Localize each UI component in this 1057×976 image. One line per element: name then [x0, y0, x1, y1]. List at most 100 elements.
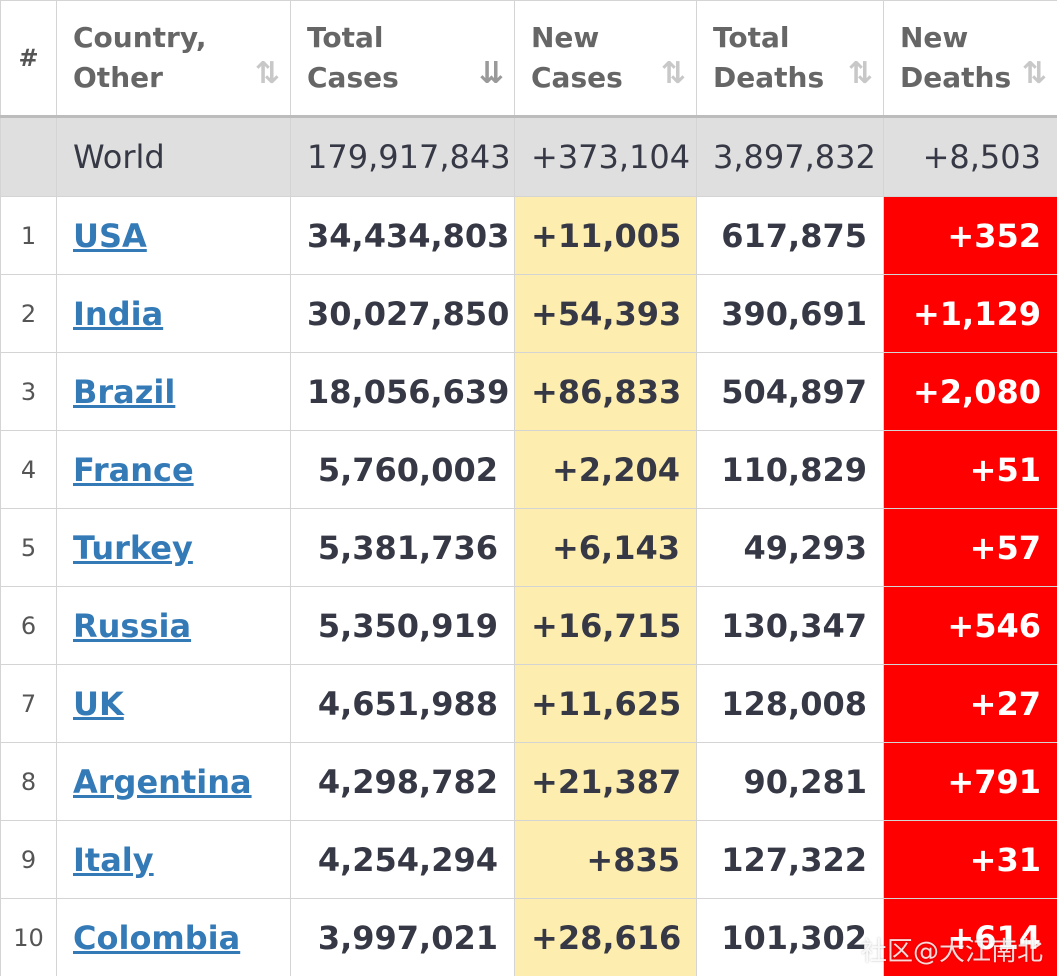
country-cell: India	[56, 274, 291, 353]
rank-cell: 1	[0, 196, 57, 275]
header-rank[interactable]: #	[0, 0, 57, 118]
new-deaths-cell: +1,129	[883, 274, 1057, 353]
total-cases-cell: 4,254,294	[290, 820, 515, 899]
world-total-deaths-cell: 3,897,832	[696, 115, 884, 197]
country-link[interactable]: Turkey	[73, 528, 193, 567]
table-row: 10 Colombia 3,997,021 +28,616 101,302 +614	[0, 898, 1057, 976]
world-name-cell: World	[56, 115, 291, 197]
rank-cell: 7	[0, 664, 57, 743]
country-link[interactable]: Colombia	[73, 918, 241, 957]
total-cases-cell: 3,997,021	[290, 898, 515, 976]
new-cases-cell: +2,204	[514, 430, 697, 509]
world-rank-cell	[0, 115, 57, 197]
table-row: 7 UK 4,651,988 +11,625 128,008 +27	[0, 664, 1057, 743]
rank-cell: 10	[0, 898, 57, 976]
total-deaths-cell: 110,829	[696, 430, 884, 509]
total-cases-cell: 18,056,639	[290, 352, 515, 431]
total-cases-cell: 5,350,919	[290, 586, 515, 665]
country-link[interactable]: Argentina	[73, 762, 252, 801]
header-total-cases[interactable]: Total Cases ⇊	[290, 0, 515, 118]
rank-cell: 8	[0, 742, 57, 821]
total-cases-cell: 34,434,803	[290, 196, 515, 275]
table-row: 1 USA 34,434,803 +11,005 617,875 +352	[0, 196, 1057, 275]
table-header: # Country, Other ⇅ Total Cases ⇊ New Cas…	[0, 0, 1057, 118]
header-total-deaths[interactable]: Total Deaths ⇅	[696, 0, 884, 118]
table-row: 2 India 30,027,850 +54,393 390,691 +1,129	[0, 274, 1057, 353]
country-cell: France	[56, 430, 291, 509]
new-deaths-cell: +546	[883, 586, 1057, 665]
header-total-cases-label: Total Cases	[307, 21, 399, 94]
sort-icon[interactable]: ⇅	[847, 56, 873, 91]
country-cell: Russia	[56, 586, 291, 665]
rank-cell: 2	[0, 274, 57, 353]
table-row: 9 Italy 4,254,294 +835 127,322 +31	[0, 820, 1057, 899]
header-new-deaths-label: New Deaths	[900, 21, 1012, 94]
table-row: 5 Turkey 5,381,736 +6,143 49,293 +57	[0, 508, 1057, 587]
table-row: 8 Argentina 4,298,782 +21,387 90,281 +791	[0, 742, 1057, 821]
sort-desc-icon[interactable]: ⇊	[478, 56, 504, 91]
header-total-deaths-label: Total Deaths	[713, 21, 825, 94]
table-row: 6 Russia 5,350,919 +16,715 130,347 +546	[0, 586, 1057, 665]
total-deaths-cell: 127,322	[696, 820, 884, 899]
total-deaths-cell: 128,008	[696, 664, 884, 743]
new-cases-cell: +28,616	[514, 898, 697, 976]
header-country[interactable]: Country, Other ⇅	[56, 0, 291, 118]
total-cases-cell: 4,651,988	[290, 664, 515, 743]
header-rank-label: #	[18, 44, 39, 72]
world-total-row: World 179,917,843 +373,104 3,897,832 +8,…	[0, 115, 1057, 197]
rank-cell: 4	[0, 430, 57, 509]
country-link[interactable]: Russia	[73, 606, 192, 645]
new-cases-cell: +835	[514, 820, 697, 899]
total-cases-cell: 5,381,736	[290, 508, 515, 587]
header-row: # Country, Other ⇅ Total Cases ⇊ New Cas…	[0, 0, 1057, 118]
country-cell: Colombia	[56, 898, 291, 976]
total-deaths-cell: 130,347	[696, 586, 884, 665]
sort-icon[interactable]: ⇅	[1021, 56, 1047, 91]
header-new-deaths[interactable]: New Deaths ⇅	[883, 0, 1057, 118]
country-link[interactable]: USA	[73, 216, 147, 255]
world-new-cases-cell: +373,104	[514, 115, 697, 197]
new-deaths-cell: +614	[883, 898, 1057, 976]
total-deaths-cell: 504,897	[696, 352, 884, 431]
table-row: 4 France 5,760,002 +2,204 110,829 +51	[0, 430, 1057, 509]
new-cases-cell: +11,005	[514, 196, 697, 275]
country-cell: Argentina	[56, 742, 291, 821]
total-cases-cell: 5,760,002	[290, 430, 515, 509]
country-cell: Italy	[56, 820, 291, 899]
table-body: World 179,917,843 +373,104 3,897,832 +8,…	[0, 115, 1057, 976]
total-deaths-cell: 101,302	[696, 898, 884, 976]
header-country-label: Country, Other	[73, 21, 207, 94]
rank-cell: 6	[0, 586, 57, 665]
country-link[interactable]: UK	[73, 684, 124, 723]
total-deaths-cell: 49,293	[696, 508, 884, 587]
country-cell: Brazil	[56, 352, 291, 431]
header-new-cases[interactable]: New Cases ⇅	[514, 0, 697, 118]
new-deaths-cell: +51	[883, 430, 1057, 509]
new-cases-cell: +11,625	[514, 664, 697, 743]
new-cases-cell: +54,393	[514, 274, 697, 353]
country-cell: UK	[56, 664, 291, 743]
new-cases-cell: +86,833	[514, 352, 697, 431]
header-new-cases-label: New Cases	[531, 21, 623, 94]
country-link[interactable]: Brazil	[73, 372, 176, 411]
new-deaths-cell: +791	[883, 742, 1057, 821]
new-cases-cell: +6,143	[514, 508, 697, 587]
rank-cell: 3	[0, 352, 57, 431]
country-link[interactable]: Italy	[73, 840, 154, 879]
rank-cell: 5	[0, 508, 57, 587]
total-deaths-cell: 617,875	[696, 196, 884, 275]
new-deaths-cell: +31	[883, 820, 1057, 899]
country-cell: USA	[56, 196, 291, 275]
total-cases-cell: 30,027,850	[290, 274, 515, 353]
new-deaths-cell: +57	[883, 508, 1057, 587]
country-link[interactable]: France	[73, 450, 194, 489]
world-total-cases-cell: 179,917,843	[290, 115, 515, 197]
new-cases-cell: +21,387	[514, 742, 697, 821]
total-deaths-cell: 90,281	[696, 742, 884, 821]
new-deaths-cell: +2,080	[883, 352, 1057, 431]
country-link[interactable]: India	[73, 294, 164, 333]
sort-icon[interactable]: ⇅	[254, 56, 280, 91]
sort-icon[interactable]: ⇅	[660, 56, 686, 91]
